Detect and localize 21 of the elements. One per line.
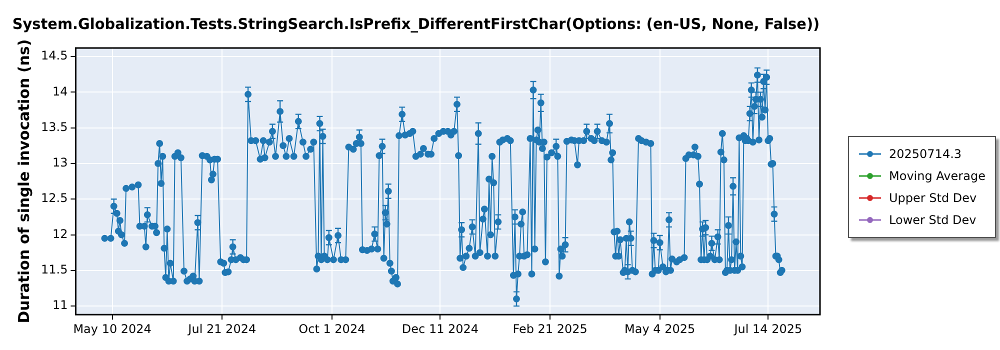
legend-label: Lower Std Dev	[889, 213, 976, 227]
y-tick-label: 12.5	[41, 191, 68, 206]
x-tick-label: Dec 11 2024	[402, 322, 479, 336]
chart-title: System.Globalization.Tests.StringSearch.IsPrefix_DifferentFirstChar(Options: (en-US, None, False))	[12, 16, 820, 33]
y-tick-label: 11.5	[41, 262, 68, 277]
y-tick-label: 13.5	[41, 120, 68, 134]
x-tick-label: Jul 14 2025	[733, 322, 802, 336]
x-tick-label: May 4 2025	[624, 322, 696, 336]
legend-label: Moving Average	[889, 169, 986, 183]
legend-label: 20250714.3	[889, 147, 962, 161]
y-axis-title: Duration of single invocation (ns)	[14, 39, 33, 324]
x-tick-label: Jul 21 2024	[187, 322, 256, 336]
y-tick-label: 11	[52, 298, 68, 312]
x-tick-label: Feb 21 2025	[512, 322, 588, 336]
y-tick-label: 13	[52, 156, 68, 170]
x-tick-label: May 10 2024	[73, 322, 152, 336]
y-tick-label: 14	[52, 84, 68, 98]
x-tick-label: Oct 1 2024	[298, 322, 366, 336]
legend-label: Upper Std Dev	[889, 191, 977, 205]
y-tick-label: 14.5	[41, 48, 68, 63]
y-tick-label: 12	[52, 226, 68, 241]
